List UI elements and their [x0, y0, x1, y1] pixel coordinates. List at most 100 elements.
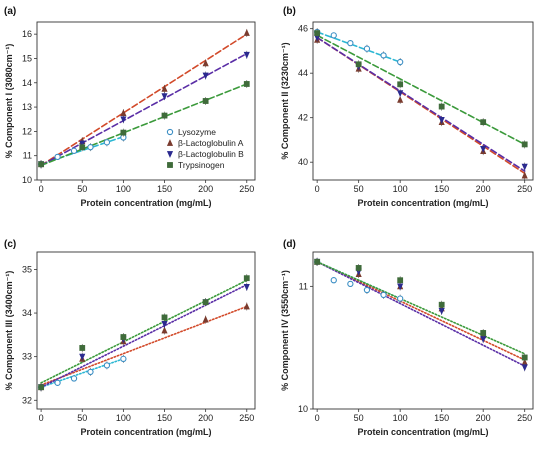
y-axis-label: % Component I (3080cm⁻¹)	[4, 44, 14, 159]
y-axis-label: % Component II (3230cm⁻¹)	[280, 42, 290, 159]
data-point	[161, 112, 168, 119]
data-point	[347, 280, 354, 288]
fit-line	[40, 33, 248, 167]
y-tick-label: 33	[22, 352, 32, 362]
data-point	[330, 277, 337, 284]
x-tick-label: 100	[116, 184, 131, 194]
data-point	[397, 95, 404, 103]
data-point	[161, 326, 168, 334]
y-tick-label: 42	[298, 113, 308, 123]
data-point	[363, 286, 371, 294]
fit-line	[40, 279, 248, 384]
panel-b: (b) 0 50 100 150 200 250 40 42 44 46 Protein concen…	[280, 6, 534, 208]
y-tick-label: 46	[298, 24, 308, 34]
legend-label: Lysozyme	[178, 127, 216, 137]
y-tick-label: 10	[22, 175, 32, 185]
data-point	[70, 147, 78, 154]
y-tick-label: 34	[22, 308, 32, 318]
data-point	[521, 141, 528, 148]
data-point	[103, 139, 111, 146]
data-point	[243, 51, 250, 59]
x-axis-label: Protein concentration (mg/mL)	[357, 427, 488, 437]
data-point	[161, 314, 168, 321]
x-tick-label: 250	[517, 184, 532, 194]
data-point	[243, 275, 250, 282]
y-tick-label: 11	[23, 151, 32, 161]
data-point	[87, 144, 94, 151]
fit-line	[40, 283, 248, 388]
data-point	[243, 283, 250, 291]
data-point	[397, 81, 404, 88]
data-point	[480, 330, 487, 336]
data-point	[161, 84, 168, 92]
x-tick-label: 0	[315, 413, 320, 423]
y-tick-label: 16	[22, 29, 32, 39]
x-tick-label: 150	[434, 184, 449, 194]
x-tick-label: 150	[434, 413, 449, 423]
data-point	[380, 291, 387, 299]
x-tick-label: 200	[198, 413, 213, 423]
fit-line	[40, 52, 248, 167]
data-point	[521, 171, 528, 179]
data-point	[202, 59, 209, 67]
data-point	[397, 90, 404, 98]
data-point	[87, 368, 94, 376]
panel-tag: (d)	[283, 239, 296, 250]
data-point	[103, 362, 111, 369]
data-point	[120, 116, 127, 124]
data-point	[54, 379, 61, 386]
x-tick-label: 50	[354, 184, 364, 194]
panel-tag: (c)	[4, 239, 16, 250]
y-tick-label: 11	[299, 281, 308, 291]
panel-tag: (a)	[4, 6, 16, 17]
data-point	[38, 384, 45, 391]
legend-marker	[166, 151, 174, 158]
data-point	[202, 72, 209, 80]
x-tick-label: 150	[157, 413, 172, 423]
y-tick-label: 10	[298, 404, 308, 414]
y-axis-label: % Component III (3400cm⁻¹)	[4, 271, 14, 391]
x-axis-label: Protein concentration (mg/mL)	[80, 427, 211, 437]
x-tick-label: 100	[393, 184, 408, 194]
x-tick-label: 100	[116, 413, 131, 423]
data-point	[397, 277, 404, 284]
data-point	[243, 29, 250, 36]
data-point	[79, 353, 86, 361]
x-tick-label: 50	[354, 413, 364, 423]
y-tick-label: 15	[22, 53, 32, 63]
panel-d: (d) 0 50 100 150 200 250 10 11 Protein concentrat…	[280, 239, 534, 437]
fit-line	[316, 31, 401, 63]
x-tick-label: 250	[239, 413, 254, 423]
legend-label: β-Lactoglobulin A	[178, 138, 244, 148]
x-tick-label: 150	[157, 184, 172, 194]
data-point	[397, 295, 404, 302]
data-point	[243, 81, 250, 87]
x-tick-label: 50	[77, 184, 87, 194]
y-tick-label: 12	[22, 126, 32, 136]
x-tick-label: 200	[476, 184, 491, 194]
y-axis-label: % Component IV (3550cm⁻¹)	[280, 270, 290, 391]
x-tick-label: 200	[198, 184, 213, 194]
data-point	[330, 32, 337, 39]
x-tick-label: 0	[315, 184, 320, 194]
x-axis-label: Protein concentration (mg/mL)	[357, 198, 488, 208]
plot-frame	[312, 21, 534, 181]
data-point	[438, 117, 445, 124]
x-tick-label: 250	[517, 413, 532, 423]
data-point	[202, 299, 209, 306]
data-point	[70, 375, 78, 382]
legend-marker	[166, 139, 174, 146]
data-point	[314, 30, 321, 37]
data-point	[79, 144, 86, 151]
legend-label: β-Lactoglobulin B	[178, 149, 244, 159]
data-point	[355, 61, 362, 68]
data-point	[521, 364, 528, 372]
x-tick-label: 200	[476, 413, 491, 423]
plot-frame	[312, 251, 534, 410]
fit-line	[316, 34, 526, 146]
panel-tag: (b)	[283, 6, 296, 17]
data-point	[202, 315, 209, 323]
data-point	[347, 39, 354, 47]
data-point	[480, 119, 487, 126]
